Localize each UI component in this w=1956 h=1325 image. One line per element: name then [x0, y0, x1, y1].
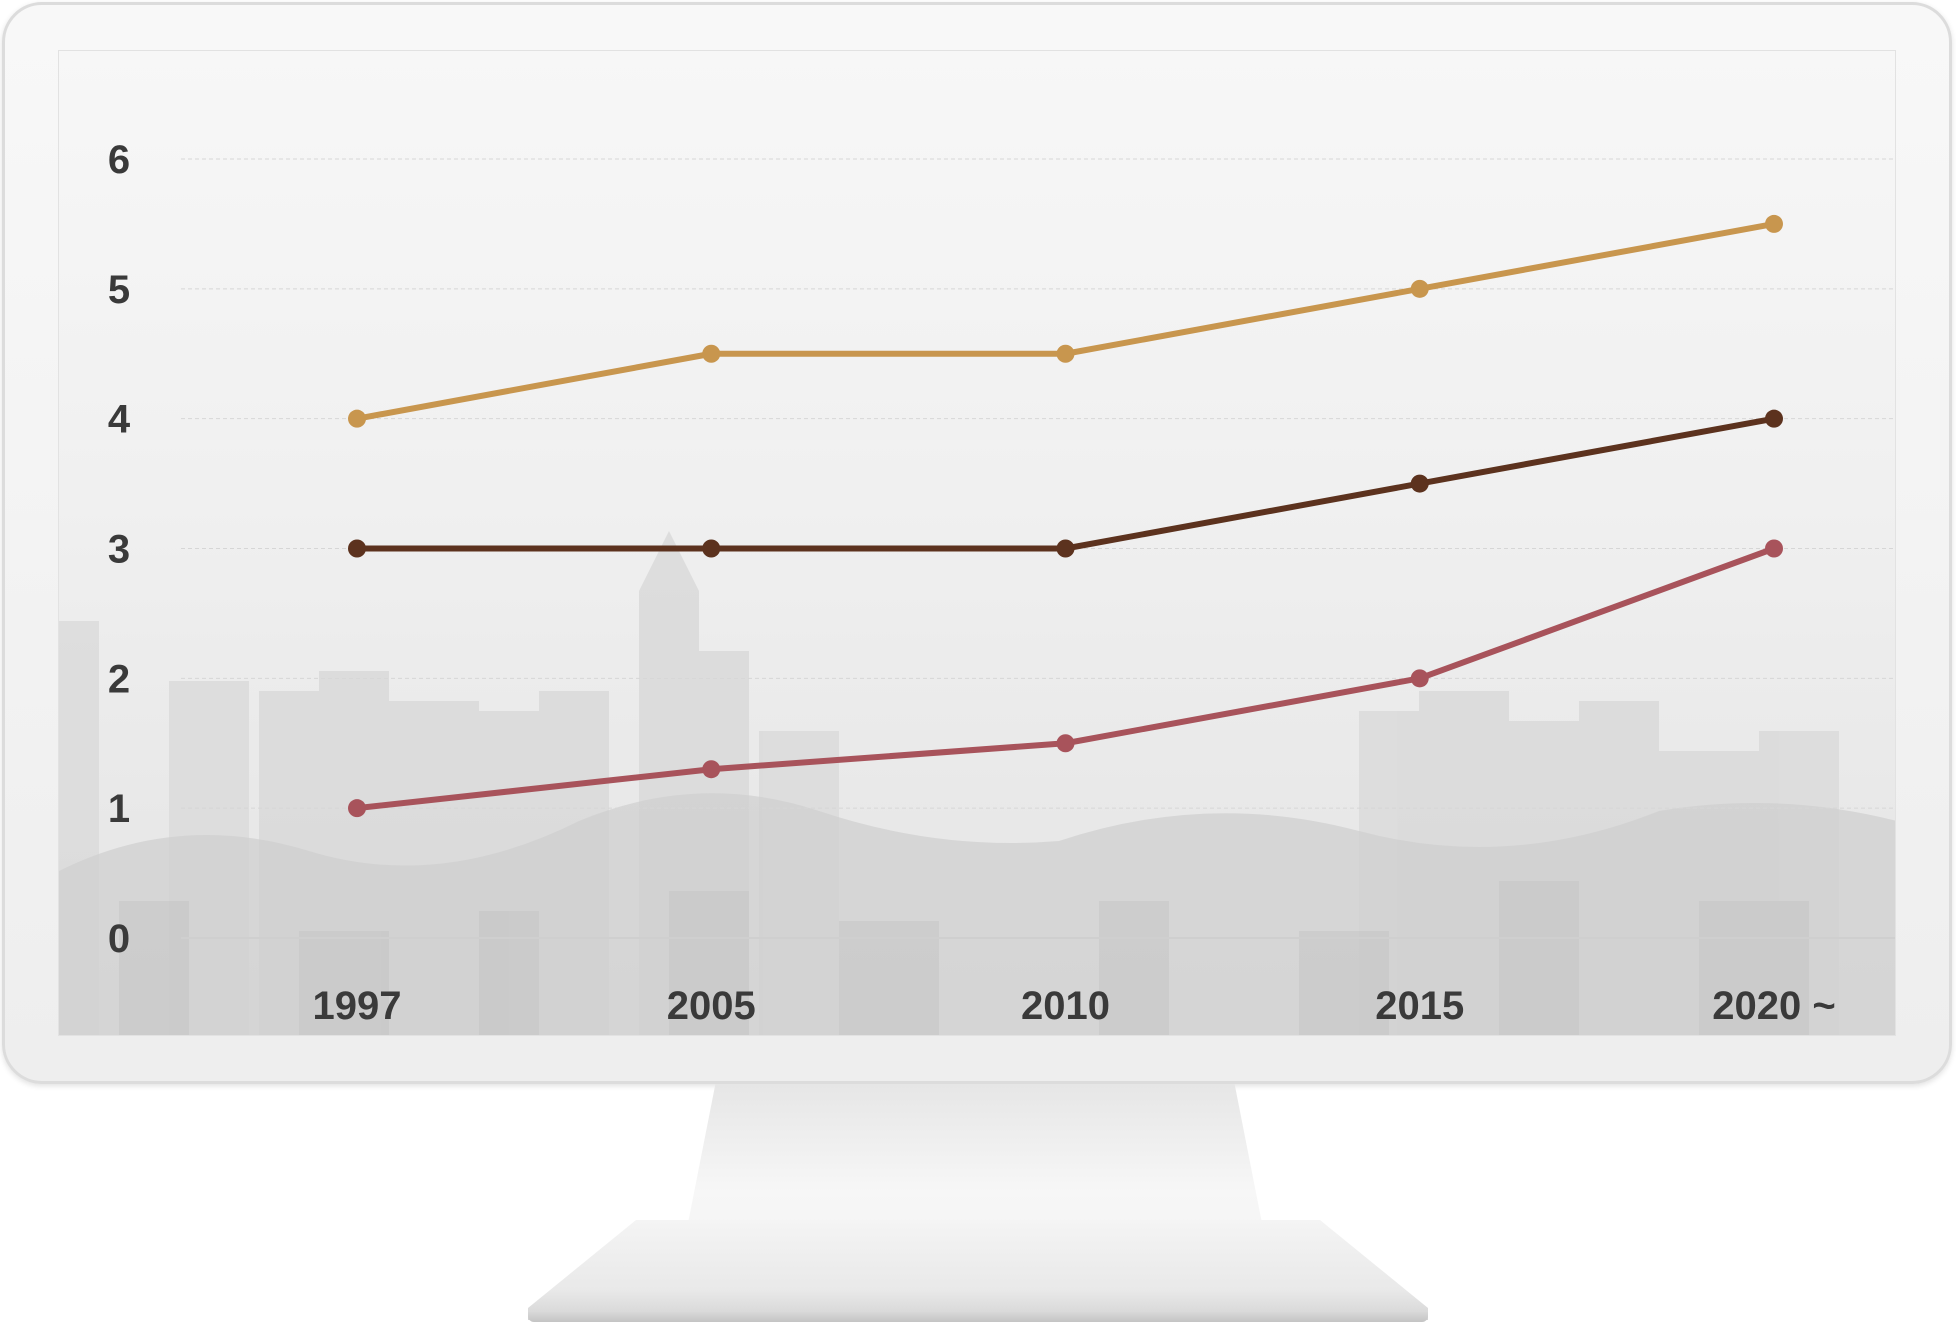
data-point-series-1 [1056, 344, 1075, 363]
y-tick-label: 2 [108, 657, 130, 701]
data-point-series-1 [702, 344, 721, 363]
x-tick-label: 2010 [1021, 984, 1110, 1028]
data-point-series-3 [702, 760, 721, 779]
gridlines [181, 158, 1895, 939]
line-chart: 0 1 2 3 4 5 6 1997 2005 2010 2015 2020 ~ [108, 138, 1895, 1028]
monitor-stand-base-edge [528, 1312, 1428, 1322]
monitor-screen: 0 1 2 3 4 5 6 1997 2005 2010 2015 2020 ~ [58, 50, 1896, 1036]
data-point-series-1 [348, 409, 366, 428]
series-line-1 [354, 220, 1777, 422]
x-tick-label: 2005 [667, 984, 756, 1028]
data-point-series-1 [1765, 214, 1783, 233]
x-tick-label: 1997 [313, 984, 402, 1028]
series-points [348, 214, 1783, 818]
y-tick-label: 5 [108, 268, 130, 312]
data-point-series-1 [1410, 279, 1429, 298]
series-line-2 [354, 415, 1777, 552]
data-point-series-2 [1410, 474, 1429, 493]
data-point-series-3 [1056, 734, 1075, 753]
y-tick-label: 0 [108, 917, 130, 961]
monitor-stand-base [528, 1220, 1428, 1320]
data-point-series-2 [348, 539, 366, 558]
y-axis-tick-labels: 0 1 2 3 4 5 6 [108, 138, 131, 961]
x-axis-tick-labels: 1997 2005 2010 2015 2020 ~ [313, 984, 1836, 1028]
x-tick-label: 2020 ~ [1712, 984, 1835, 1028]
data-point-series-2 [1765, 409, 1783, 428]
y-tick-label: 4 [108, 398, 131, 442]
y-tick-label: 1 [108, 787, 130, 831]
city-skyline-background [59, 531, 1895, 1035]
series-lines [354, 220, 1777, 812]
data-point-series-2 [1056, 539, 1075, 558]
data-point-series-3 [348, 799, 366, 818]
data-point-series-3 [1765, 539, 1783, 558]
data-point-series-3 [1410, 669, 1429, 688]
y-tick-label: 3 [108, 528, 130, 572]
x-tick-label: 2015 [1375, 984, 1464, 1028]
data-point-series-2 [702, 539, 721, 558]
y-tick-label: 6 [108, 138, 130, 182]
